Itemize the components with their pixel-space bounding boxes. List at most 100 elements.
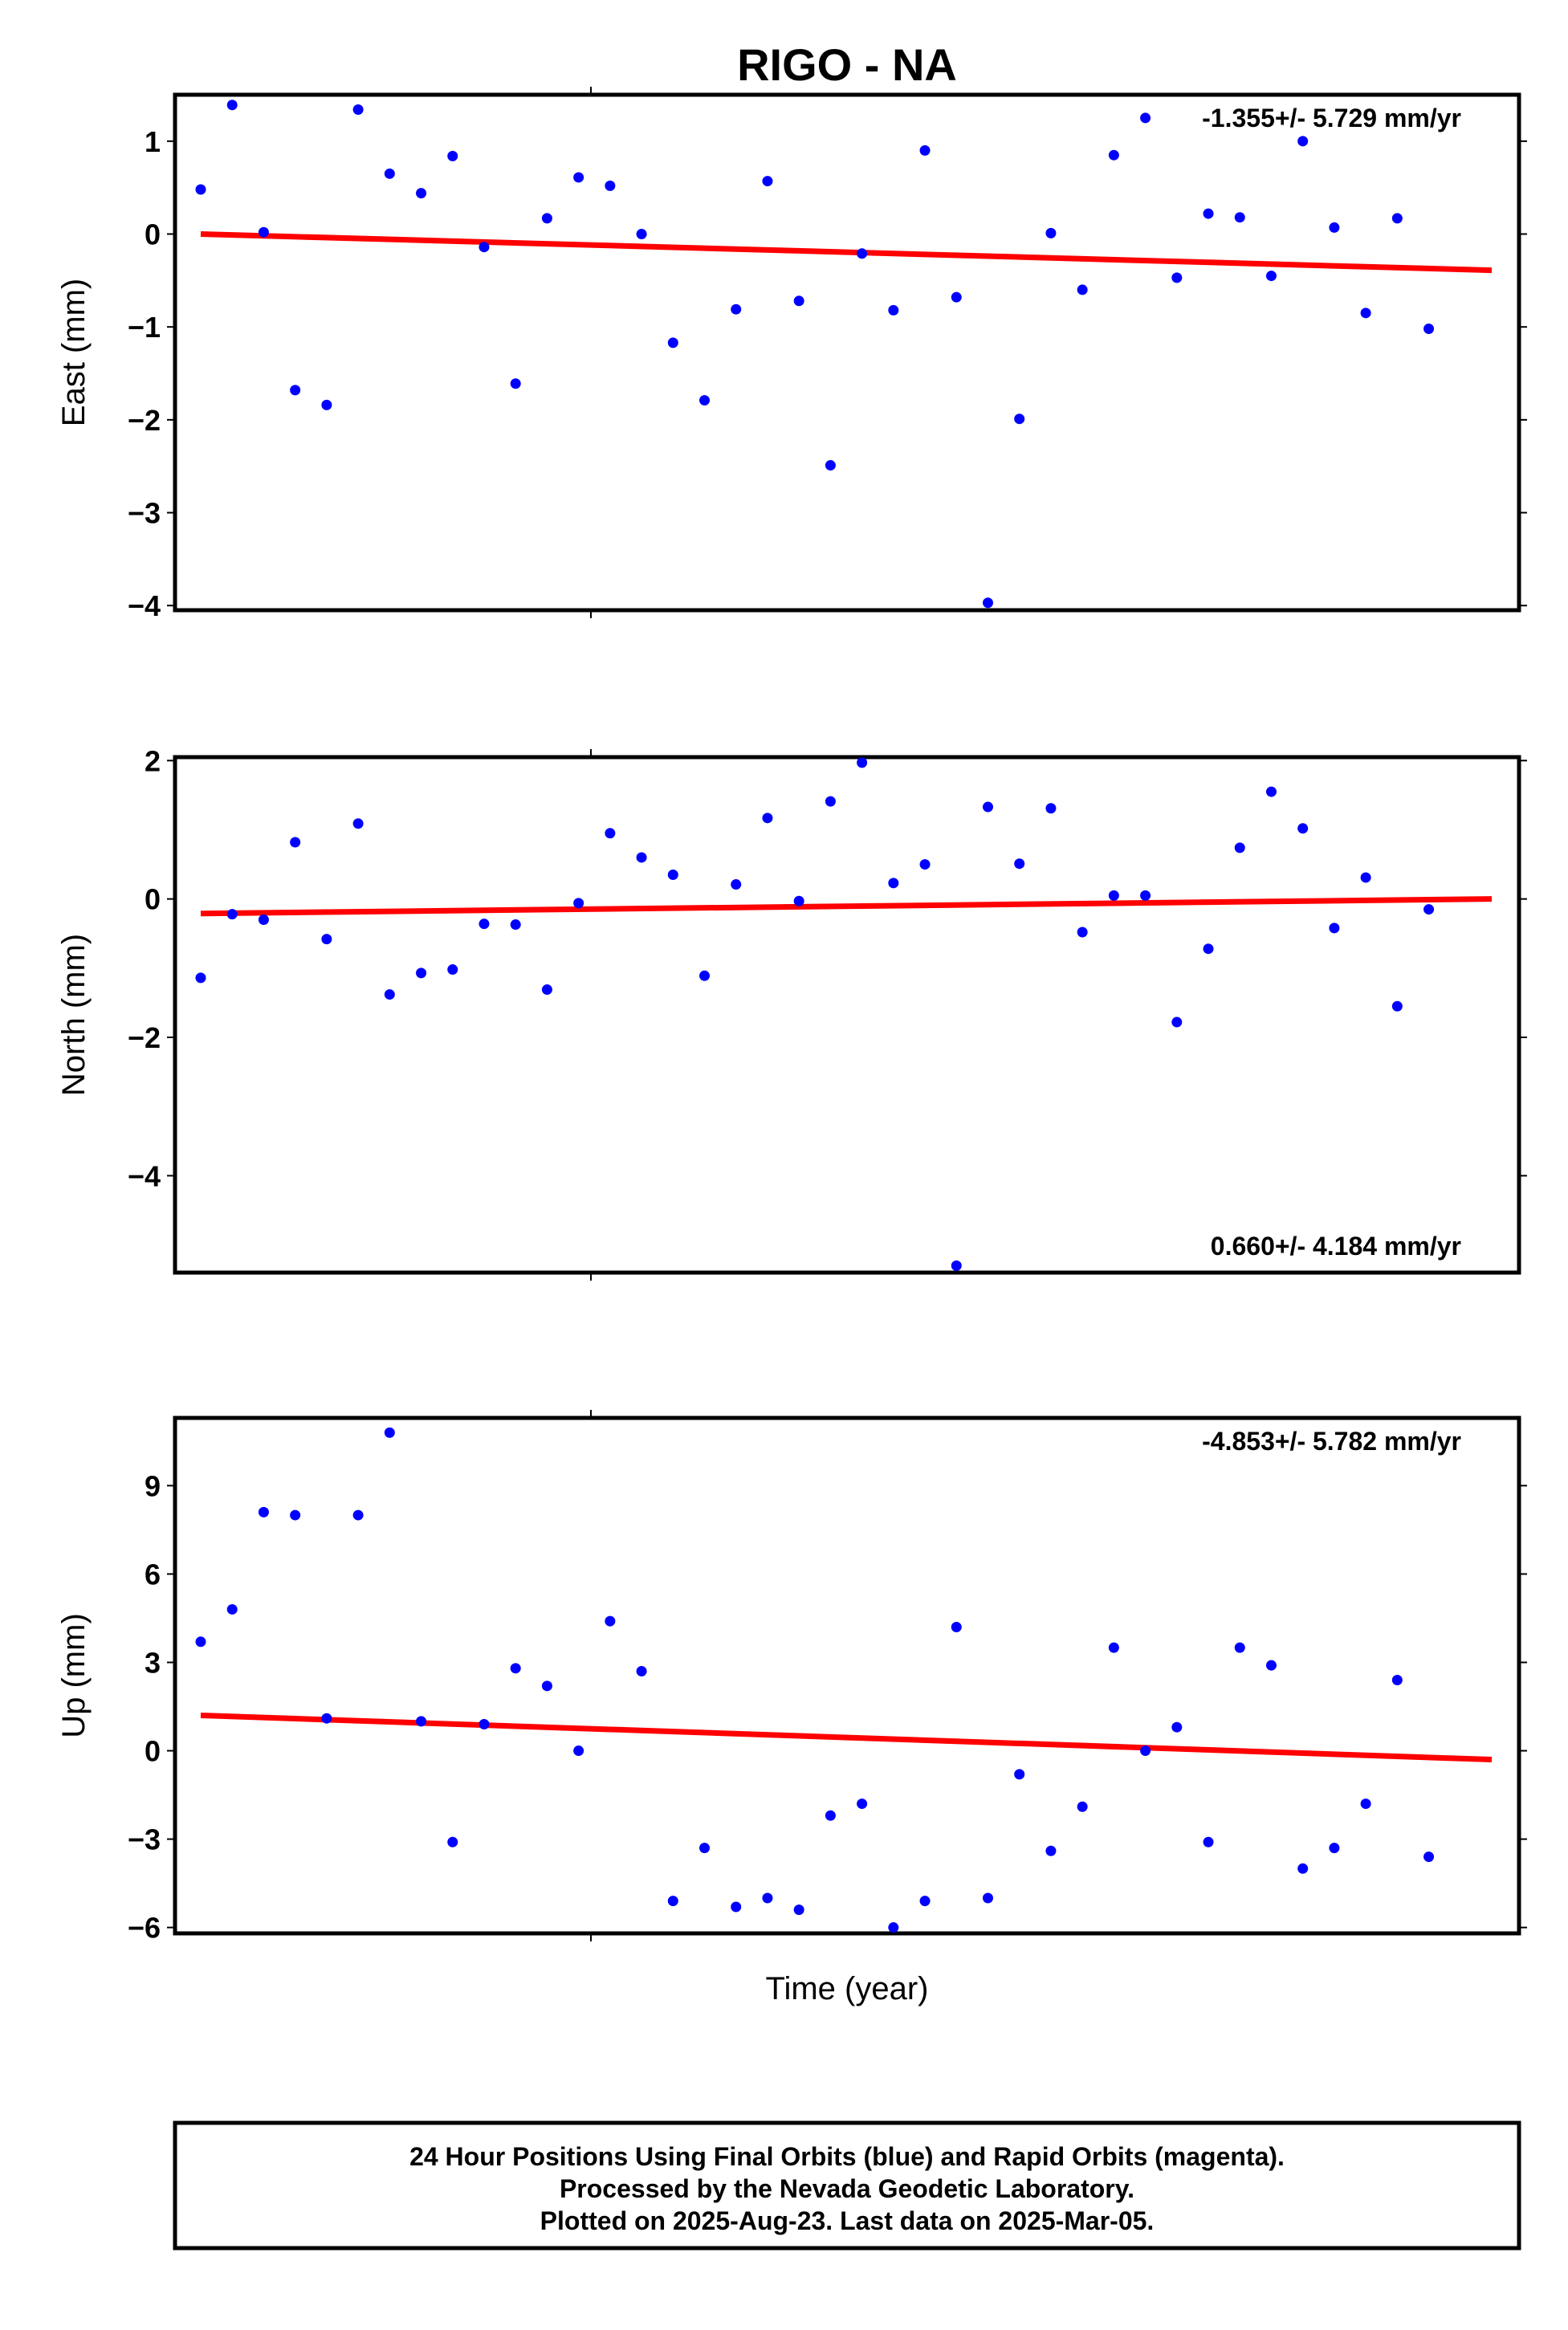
footer-line-1: 24 Hour Positions Using Final Orbits (bl… bbox=[409, 2142, 1285, 2171]
panel-east-trend-line bbox=[200, 231, 1493, 274]
chart-title: RIGO - NA bbox=[737, 39, 957, 90]
panel-east-ytick-label: 0 bbox=[145, 218, 161, 251]
panel-east-data-point bbox=[1391, 213, 1403, 224]
panel-north-ytick-label: 2 bbox=[145, 744, 161, 777]
panel-up-rate-label: -4.853+/- 5.782 mm/yr bbox=[1202, 1427, 1461, 1456]
panel-up-ytick-label: −3 bbox=[128, 1823, 161, 1856]
panel-east-data-point bbox=[825, 460, 836, 471]
panel-east-ylabel: East (mm) bbox=[56, 279, 92, 426]
panel-east-ytick-label: 1 bbox=[145, 125, 161, 158]
panel-north-data-point bbox=[384, 989, 395, 1000]
panel-east-trend-group bbox=[200, 231, 1493, 274]
panel-north-ytick-label: −2 bbox=[128, 1021, 161, 1054]
panel-north-data-point bbox=[1360, 872, 1371, 883]
panel-east-data-point bbox=[352, 104, 364, 116]
panel-up-data-point bbox=[762, 1892, 773, 1904]
panel-north-data-point bbox=[1045, 803, 1057, 814]
panel-east-data-point bbox=[290, 385, 301, 396]
panel-east-data-point bbox=[416, 188, 427, 199]
panel-north-data-point bbox=[195, 972, 206, 984]
panel-north-data-point bbox=[1140, 890, 1151, 901]
panel-north-data-point bbox=[605, 828, 616, 839]
panel-up-data-point bbox=[605, 1615, 616, 1627]
panel-east-data-point bbox=[1234, 212, 1245, 223]
panel-east-data-point bbox=[1423, 324, 1435, 335]
panel-east-data-point bbox=[1077, 284, 1088, 295]
panel-east-data-point bbox=[573, 172, 584, 183]
panel-east-data-point bbox=[384, 168, 395, 179]
panel-north-data-point bbox=[793, 895, 804, 906]
panel-east-data-point bbox=[1265, 271, 1277, 282]
panel-up-trend-line bbox=[200, 1713, 1493, 1763]
panel-north-data-point bbox=[573, 898, 584, 909]
panel-up-data-point bbox=[352, 1509, 364, 1521]
panel-north-data-point bbox=[352, 818, 364, 829]
panel-north-data-point bbox=[888, 878, 899, 889]
panel-up-data-point bbox=[447, 1836, 458, 1847]
panel-east: East (mm) -1.355+/- 5.729 mm/yr 1 0 −1 −2 −3… bbox=[56, 87, 1527, 622]
panel-east-data-point bbox=[636, 229, 647, 240]
panel-east-data-point bbox=[1297, 136, 1309, 147]
panel-up-y-ticks: 9 6 3 0 −3 −6 bbox=[128, 1469, 1527, 1945]
panel-north-trend-group bbox=[200, 896, 1493, 917]
panel-east-data-point bbox=[919, 145, 931, 156]
panel-north-data-point bbox=[1265, 786, 1277, 797]
panel-up-data-point bbox=[541, 1680, 552, 1692]
panel-up-data-point bbox=[699, 1843, 711, 1854]
panel-north-data-point bbox=[447, 964, 458, 976]
panel-up-data-point bbox=[479, 1719, 490, 1730]
panel-up-data-point bbox=[1014, 1769, 1025, 1780]
panel-up-data-point bbox=[825, 1810, 836, 1821]
panel-up-ytick-label: 3 bbox=[145, 1646, 161, 1679]
footer-box: 24 Hour Positions Using Final Orbits (bl… bbox=[173, 2120, 1521, 2251]
panel-east-data-point bbox=[1108, 149, 1119, 161]
panel-up-data-point bbox=[416, 1716, 427, 1727]
panel-up-data-point bbox=[1297, 1863, 1309, 1874]
panel-east-ytick-label: −3 bbox=[128, 497, 161, 530]
panel-up-ytick-label: 9 bbox=[145, 1469, 161, 1502]
panel-north-data-point bbox=[1329, 923, 1340, 934]
panel-east-data-point bbox=[1171, 272, 1183, 283]
panel-north-data-point bbox=[1203, 943, 1214, 955]
panel-east-data-point bbox=[1014, 413, 1025, 425]
panel-up-data-point bbox=[195, 1636, 206, 1648]
panel-up-data-point bbox=[1171, 1721, 1183, 1733]
panel-up-data-point bbox=[1391, 1675, 1403, 1686]
panel-east-data-point bbox=[762, 176, 773, 187]
panel-up-ytick-label: 0 bbox=[145, 1735, 161, 1768]
panel-east-data-point bbox=[479, 242, 490, 253]
panel-north-data-point bbox=[479, 919, 490, 930]
panel-up-data-point bbox=[510, 1663, 521, 1674]
panel-up-data-point bbox=[919, 1896, 931, 1907]
panel-up-data-point bbox=[290, 1509, 301, 1521]
panel-north-data-point bbox=[667, 869, 678, 880]
panel-north-data-point bbox=[1391, 1000, 1403, 1012]
panel-north-data-point bbox=[1171, 1016, 1183, 1028]
panel-east-data-point bbox=[793, 295, 804, 307]
panel-east-data-point bbox=[951, 291, 962, 303]
panel-north-data-point bbox=[825, 796, 836, 807]
panel-north-data-point bbox=[510, 919, 521, 931]
panel-up-ytick-label: −6 bbox=[128, 1912, 161, 1945]
panel-east-data-point bbox=[321, 399, 332, 410]
panel-up-data-point bbox=[1045, 1845, 1057, 1856]
panel-east-data-point bbox=[605, 180, 616, 191]
panel-up-points bbox=[195, 1427, 1435, 1933]
panel-up-data-point bbox=[1203, 1836, 1214, 1847]
panel-up-data-point bbox=[857, 1798, 868, 1810]
panel-north-ylabel: North (mm) bbox=[56, 934, 92, 1096]
panel-east-data-point bbox=[195, 184, 206, 195]
panel-east-ytick-label: −1 bbox=[128, 311, 161, 344]
panel-up-data-point bbox=[321, 1713, 332, 1724]
panel-north-data-point bbox=[321, 934, 332, 945]
panel-north-data-point bbox=[636, 852, 647, 863]
footer-frame bbox=[173, 2120, 1521, 2251]
panel-up-data-point bbox=[384, 1427, 395, 1438]
panel-east-data-point bbox=[1203, 208, 1214, 219]
panel-up-data-point bbox=[1360, 1798, 1371, 1810]
panel-east-data-point bbox=[1140, 112, 1151, 124]
panel-east-data-point bbox=[731, 303, 742, 315]
panel-up-data-point bbox=[1108, 1642, 1119, 1653]
panel-east-points bbox=[195, 100, 1435, 609]
panel-east-data-point bbox=[1329, 222, 1340, 233]
